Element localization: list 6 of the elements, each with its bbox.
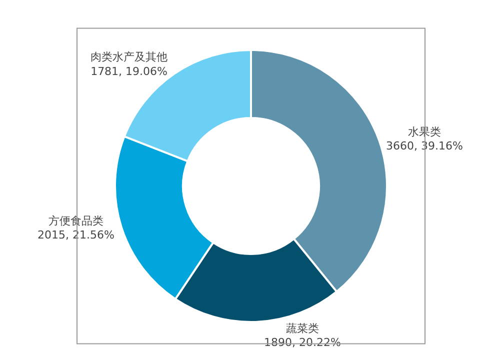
data-label: 3660, 39.16%	[386, 140, 463, 153]
data-label: 1890, 20.22%	[264, 336, 341, 350]
slice-label: 蔬菜类	[286, 322, 320, 335]
slice-label: 肉类水产及其他	[90, 50, 168, 64]
data-label: 2015, 21.56%	[37, 228, 114, 242]
data-label: 1781, 19.06%	[90, 64, 168, 78]
